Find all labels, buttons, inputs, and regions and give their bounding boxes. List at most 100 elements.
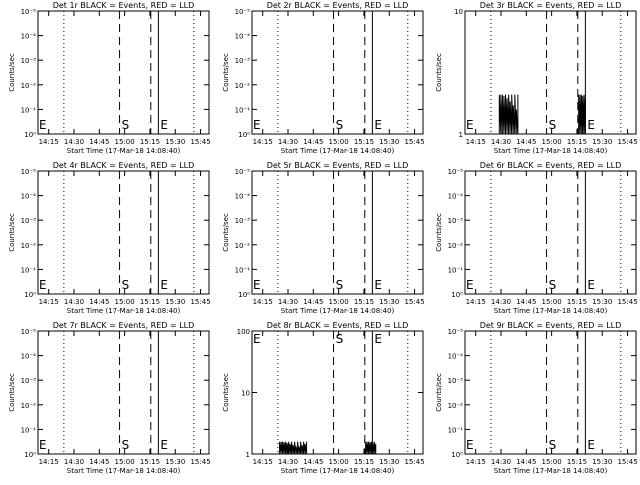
x-tick-label: 15:00 [329, 138, 349, 146]
marker-label: E [374, 278, 382, 292]
x-axis-label: Start Time (17-Mar-18 14:08:40) [281, 307, 395, 315]
y-tick-label: 10⁰ [451, 291, 463, 299]
y-tick-label: 10⁻¹ [235, 266, 251, 274]
x-tick-label: 15:30 [592, 138, 612, 146]
x-tick-label: 15:15 [140, 458, 160, 466]
marker-label: E [466, 278, 474, 292]
detector-panel-4: Det 4r BLACK = Events, RED = LLD Counts/s… [8, 161, 211, 315]
x-tick-label: 15:30 [165, 458, 185, 466]
x-axis-label: Start Time (17-Mar-18 14:08:40) [281, 147, 395, 155]
x-tick-label: 15:15 [140, 138, 160, 146]
y-tick-label: 10⁻⁵ [235, 8, 251, 16]
panel-title: Det 1r BLACK = Events, RED = LLD [53, 1, 195, 10]
x-tick-label: 14:45 [516, 458, 536, 466]
y-tick-label: 10⁻³ [21, 377, 37, 385]
x-tick-label: 14:30 [64, 138, 84, 146]
x-tick-label: 14:30 [278, 298, 298, 306]
x-tick-label: 14:45 [303, 298, 323, 306]
x-tick-label: 15:30 [379, 138, 399, 146]
y-tick-label: 10⁻⁵ [21, 168, 37, 176]
panel-title: Det 2r BLACK = Events, RED = LLD [267, 1, 409, 10]
y-tick-label: 10⁻² [21, 242, 37, 250]
detector-panel-9: Det 9r BLACK = Events, RED = LLD Counts/s… [435, 321, 638, 475]
x-tick-label: 15:45 [617, 458, 637, 466]
marker-label: E [253, 278, 261, 292]
x-tick-label: 14:30 [491, 138, 511, 146]
y-tick-label: 10⁻³ [21, 57, 37, 65]
x-tick-label: 14:45 [89, 138, 109, 146]
y-tick-label: 100 [237, 328, 250, 336]
x-tick-label: 15:00 [542, 298, 562, 306]
y-tick-label: 10⁻² [21, 402, 37, 410]
x-tick-label: 14:45 [303, 138, 323, 146]
y-axis-label: Counts/sec [222, 373, 230, 412]
y-tick-label: 10⁻¹ [21, 266, 37, 274]
marker-label: E [253, 332, 261, 346]
y-axis-label: Counts/sec [222, 213, 230, 252]
detector-panel-1: Det 1r BLACK = Events, RED = LLD Counts/s… [8, 1, 211, 155]
event-rate-trace [279, 441, 308, 455]
x-tick-label: 15:30 [165, 298, 185, 306]
y-tick-label: 10⁻² [448, 402, 464, 410]
x-axis-label: Start Time (17-Mar-18 14:08:40) [281, 467, 395, 475]
y-tick-label: 10 [454, 8, 463, 16]
y-tick-label: 10⁻⁴ [21, 33, 37, 41]
y-tick-label: 10⁻⁵ [21, 8, 37, 16]
marker-label: S [549, 278, 557, 292]
x-tick-label: 15:00 [115, 458, 135, 466]
plot-frame [251, 170, 424, 295]
x-tick-label: 15:15 [567, 298, 587, 306]
marker-label: E [587, 438, 595, 452]
x-tick-label: 15:30 [379, 298, 399, 306]
x-tick-label: 15:15 [354, 138, 374, 146]
y-axis-label: Counts/sec [435, 53, 443, 92]
y-tick-label: 10⁻¹ [448, 426, 464, 434]
y-tick-label: 10⁻⁴ [448, 353, 464, 361]
marker-label: S [549, 438, 557, 452]
x-tick-label: 14:15 [466, 458, 486, 466]
y-tick-label: 10⁻⁵ [448, 168, 464, 176]
marker-label: E [253, 118, 261, 132]
y-tick-label: 10 [241, 390, 250, 398]
panel-title: Det 6r BLACK = Events, RED = LLD [480, 161, 622, 170]
x-axis-label: Start Time (17-Mar-18 14:08:40) [494, 307, 608, 315]
marker-label: S [122, 278, 130, 292]
marker-label: S [122, 438, 130, 452]
x-tick-label: 14:15 [39, 298, 59, 306]
x-tick-label: 15:45 [617, 298, 637, 306]
marker-label: S [336, 332, 344, 346]
x-tick-label: 15:15 [140, 298, 160, 306]
detector-panel-3: Det 3r BLACK = Events, RED = LLD Counts/s… [435, 1, 638, 155]
y-tick-label: 10⁻⁵ [235, 168, 251, 176]
x-tick-label: 15:30 [165, 138, 185, 146]
panel-title: Det 4r BLACK = Events, RED = LLD [53, 161, 195, 170]
y-tick-label: 10⁻⁴ [448, 193, 464, 201]
x-axis-label: Start Time (17-Mar-18 14:08:40) [494, 467, 608, 475]
x-tick-label: 15:00 [329, 298, 349, 306]
y-tick-label: 10⁻² [235, 242, 251, 250]
x-tick-label: 14:45 [516, 138, 536, 146]
detector-panel-6: Det 6r BLACK = Events, RED = LLD Counts/s… [435, 161, 638, 315]
x-tick-label: 15:45 [404, 138, 424, 146]
x-tick-label: 14:45 [303, 458, 323, 466]
marker-label: E [39, 438, 47, 452]
plot-frame [251, 10, 424, 135]
plot-frame [37, 10, 210, 135]
y-axis-label: Counts/sec [435, 373, 443, 412]
x-tick-label: 15:45 [404, 298, 424, 306]
detector-panel-5: Det 5r BLACK = Events, RED = LLD Counts/s… [222, 161, 425, 315]
x-tick-label: 15:15 [354, 458, 374, 466]
marker-label: E [587, 278, 595, 292]
marker-label: E [587, 118, 595, 132]
detector-panel-8: Det 8r BLACK = Events, RED = LLD Counts/s… [222, 321, 425, 475]
x-tick-label: 14:15 [253, 298, 273, 306]
marker-label: E [374, 118, 382, 132]
y-tick-label: 10⁻⁴ [235, 193, 251, 201]
marker-label: S [336, 278, 344, 292]
plot-frame [464, 330, 637, 455]
y-tick-label: 10⁻³ [21, 217, 37, 225]
marker-label: E [39, 118, 47, 132]
x-tick-label: 15:15 [567, 138, 587, 146]
x-axis-label: Start Time (17-Mar-18 14:08:40) [67, 467, 181, 475]
